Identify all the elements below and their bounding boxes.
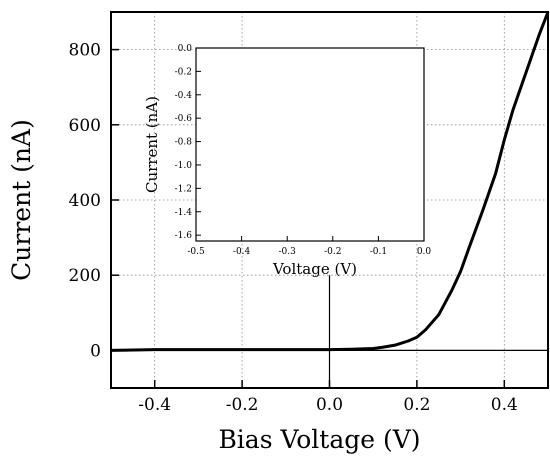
main-y-axis-title: Current (nA) (7, 119, 36, 281)
inset-chart: -0.5 -0.4 -0.3 -0.2 -0.1 0.0 0.0 -0.2 -0.4 -0.6 -… (143, 44, 431, 278)
main-y-tick-label: 800 (69, 41, 101, 61)
main-ticks (111, 48, 506, 388)
inset-y-tick-labels: 0.0 -0.2 -0.4 -0.6 -0.8 -1.0 -1.2 -1.4 -1.6 (175, 44, 193, 241)
inset-y-tick-label: -1.6 (175, 231, 193, 241)
main-y-tick-label: 0 (90, 341, 101, 361)
inset-x-axis-title: Voltage (V) (272, 260, 357, 278)
main-y-tick-labels: 0 200 400 600 800 (69, 41, 101, 362)
main-y-tick-label: 600 (69, 116, 101, 136)
main-x-tick-label: 0.4 (491, 395, 518, 415)
inset-y-tick-label: 0.0 (178, 44, 193, 54)
inset-y-tick-label: -0.2 (175, 67, 192, 77)
inset-y-tick-label: -0.6 (175, 114, 193, 124)
main-x-tick-label: -0.4 (138, 395, 171, 415)
inset-y-tick-label: -0.4 (175, 91, 193, 101)
inset-x-tick-label: -0.1 (370, 247, 387, 257)
main-chart: -0.4 -0.2 0.0 0.2 0.4 0 200 400 600 800 Bias Vol… (7, 11, 550, 454)
inset-x-tick-label: 0.0 (417, 247, 432, 257)
inset-x-tick-label: -0.2 (324, 247, 341, 257)
main-x-tick-label: 0.2 (403, 395, 430, 415)
main-y-tick-label: 400 (69, 191, 101, 211)
inset-plot-frame (195, 47, 425, 242)
inset-y-tick-label: -0.8 (175, 138, 193, 148)
inset-ticks (195, 47, 425, 241)
main-y-tick-label: 200 (69, 266, 101, 286)
inset-x-tick-labels: -0.5 -0.4 -0.3 -0.2 -0.1 0.0 (187, 247, 431, 257)
inset-y-tick-label: -1.0 (175, 161, 193, 171)
inset-y-tick-label: -1.4 (175, 208, 193, 218)
inset-y-axis-title: Current (nA) (143, 96, 161, 193)
main-x-tick-label: -0.2 (226, 395, 259, 415)
main-x-axis-title: Bias Voltage (V) (218, 425, 420, 454)
main-series-line (110, 11, 550, 352)
inset-x-tick-label: -0.3 (279, 247, 297, 257)
inset-x-tick-label: -0.5 (187, 247, 205, 257)
inset-x-tick-label: -0.4 (233, 247, 251, 257)
main-x-tick-label: 0.0 (316, 395, 343, 415)
inset-y-tick-label: -1.2 (175, 184, 192, 194)
main-x-tick-labels: -0.4 -0.2 0.0 0.2 0.4 (138, 395, 518, 415)
